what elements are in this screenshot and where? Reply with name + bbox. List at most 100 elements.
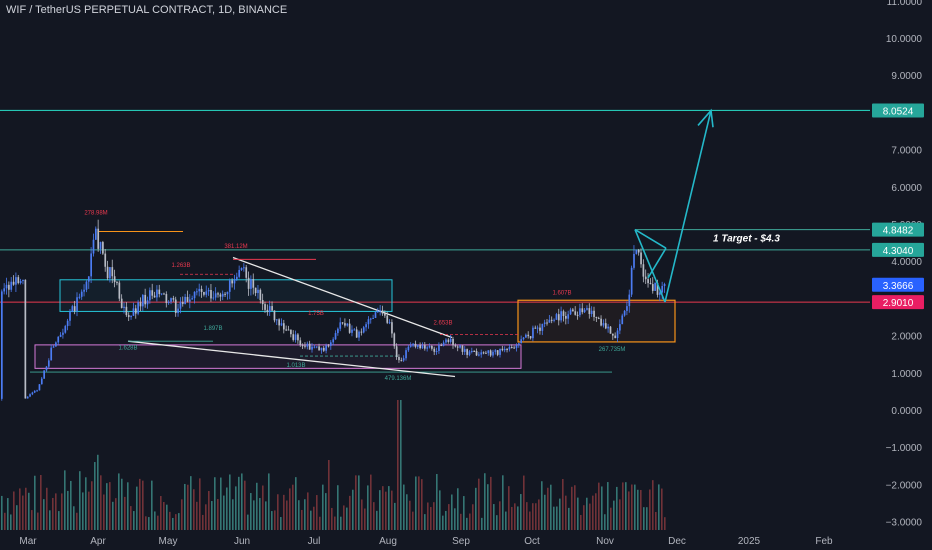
candle-body [515,345,518,349]
candle-body [478,354,480,356]
price-badge-2-9010: 2.9010 [883,298,914,309]
candle-body [412,343,414,346]
volume-bar [298,500,300,530]
projection-line-top [634,228,667,249]
volume-bar [262,485,264,530]
volume-bar [25,487,27,530]
volume-bar [244,480,246,530]
volume-bar [367,485,369,530]
volume-bar [265,501,267,530]
candle-body [268,306,271,313]
price-badge-8-0524-bg [872,103,924,118]
candle-body [391,322,393,334]
volume-bar [43,499,45,530]
volume-bar [178,513,180,530]
volume-bar [568,507,570,530]
volume-bar [175,514,177,530]
candle-body [400,360,403,362]
candle-body [301,345,304,347]
volume-bar [646,507,648,530]
candle-body [360,331,363,333]
candle-body [588,308,591,315]
candle-body [163,293,165,295]
candle-body [184,296,186,304]
candle-body [240,268,243,270]
volume-bar [664,517,666,530]
candle-body [137,302,139,314]
candle-body [36,390,38,392]
candle-body [90,253,92,277]
candle-body [196,291,198,293]
volume-bar [538,499,540,530]
target-text: 1 Target - $4.3 [713,233,780,244]
volume-bar [316,495,318,530]
candle-body [189,299,191,302]
candle-body [576,314,579,316]
volume-bar [19,488,21,530]
candle-body [144,294,147,305]
candle-body [574,311,577,315]
candle-body [445,339,447,343]
candle-body [508,346,511,350]
candle-body [529,336,532,339]
candle-body [351,329,353,333]
candle-body [287,329,290,331]
volume-bar [88,491,90,530]
volume-bar [136,486,138,530]
candle-body [525,334,527,338]
volume-bar [238,476,240,530]
candle-body [116,282,118,284]
volume-bar [91,481,93,530]
candle-body [73,306,76,312]
label-aug-low: 1.013B [286,363,305,369]
volume-bar [16,505,18,530]
volume-bar [235,486,237,530]
candle-body [426,347,429,349]
candle-body [369,318,372,320]
candle-body [320,347,323,351]
candle-body [97,228,100,249]
candle-body [52,346,55,348]
volume-bar [463,496,465,530]
volume-bar [661,488,663,530]
volume-bar [364,508,366,530]
volume-bar [70,480,72,530]
candle-body [78,296,81,298]
candle-body [330,342,332,346]
candle-body [431,346,433,349]
candle-body [50,347,53,361]
candle-body [395,346,398,358]
candle-body [57,336,60,343]
candle-body [165,294,168,304]
candle-body [181,302,184,304]
volume-bar [211,501,213,530]
candle-body [442,342,445,346]
volume-bar [583,505,585,530]
volume-bar [55,493,57,530]
volume-bar [439,490,441,530]
volume-bar [448,504,450,530]
volume-bar [292,484,294,530]
candle-body [590,310,593,315]
volume-bar [595,493,597,530]
candle-body [278,319,280,326]
volume-bar [406,494,408,530]
candle-body [623,310,626,316]
label-jun-top: 381.12M [224,244,247,250]
candle-body [283,323,285,330]
volume-bar [124,496,126,530]
label-jul: 1.75B [308,311,324,317]
candle-body [597,317,600,319]
candle-body [489,350,492,356]
x-tick-label: Oct [524,536,540,547]
candle-body [275,319,278,321]
candle-body [59,334,62,337]
volume-bar [112,501,114,530]
candle-body [506,349,508,351]
volume-bar [511,506,513,530]
volume-bar [196,501,198,530]
volume-bar [658,484,660,530]
candle-body [501,348,504,351]
volume-bar [97,454,99,530]
